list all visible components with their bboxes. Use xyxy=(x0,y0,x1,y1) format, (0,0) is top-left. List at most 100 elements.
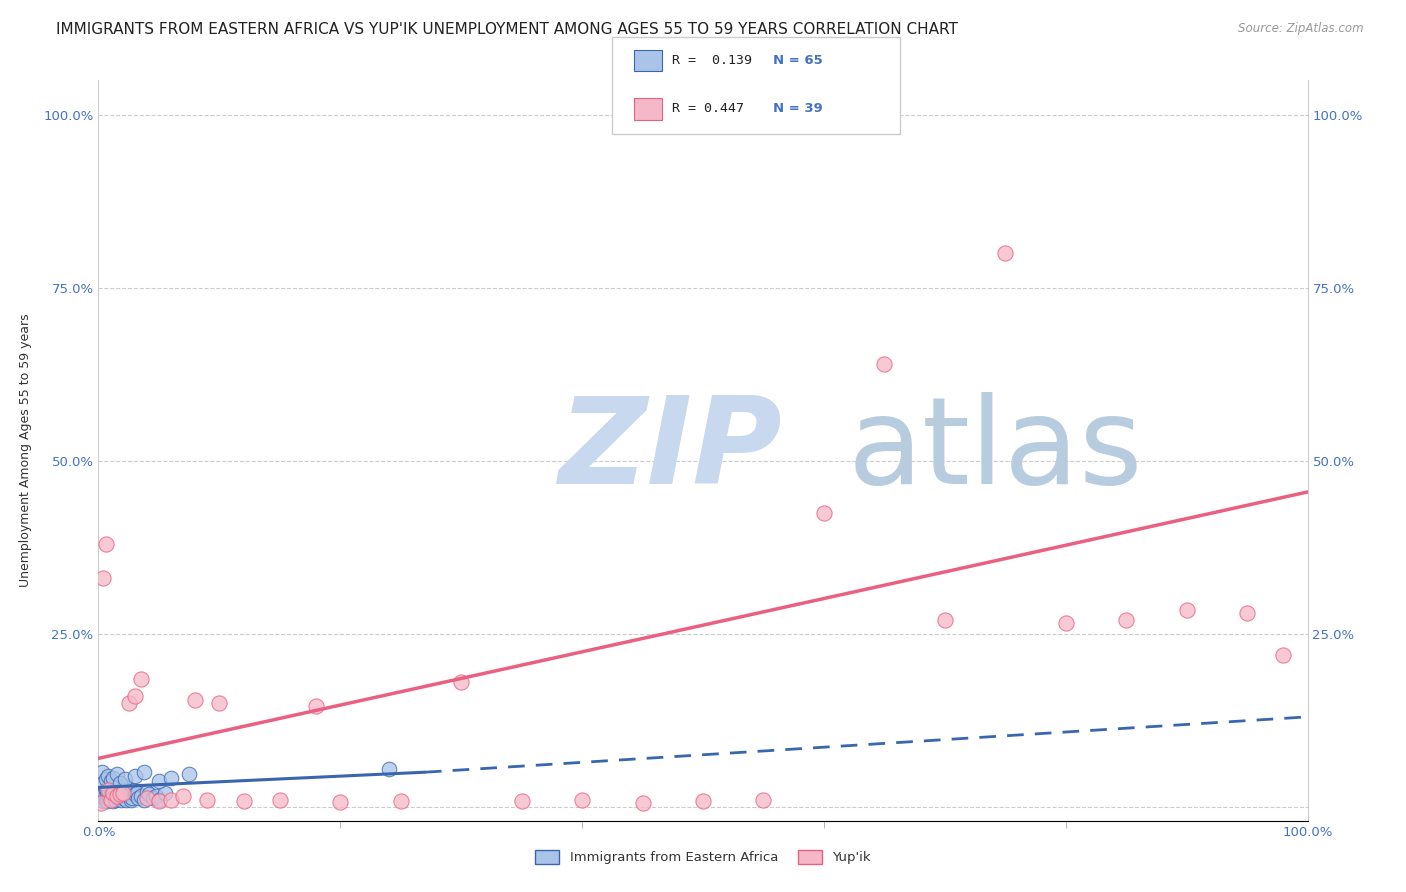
Point xyxy=(1054,616,1077,631)
Point xyxy=(148,793,170,807)
Point xyxy=(94,782,117,797)
Point xyxy=(115,793,138,807)
Point xyxy=(97,782,120,797)
Point xyxy=(329,795,352,809)
Point xyxy=(118,696,141,710)
Point xyxy=(105,782,128,797)
Point xyxy=(752,793,775,807)
Point xyxy=(129,672,152,686)
Point xyxy=(101,786,124,800)
Point xyxy=(100,773,122,788)
Point xyxy=(305,699,328,714)
Point xyxy=(100,793,122,807)
Point xyxy=(100,791,122,805)
Point xyxy=(104,793,127,807)
Point xyxy=(994,246,1017,260)
Point xyxy=(108,789,131,804)
Point xyxy=(450,675,472,690)
Point xyxy=(142,791,165,805)
Point xyxy=(103,779,125,793)
Point xyxy=(111,786,134,800)
Point xyxy=(108,788,131,802)
Point xyxy=(98,789,121,804)
Point xyxy=(510,794,533,808)
Point xyxy=(90,793,112,807)
Point xyxy=(107,791,129,805)
Point xyxy=(96,788,118,802)
Point xyxy=(103,789,125,804)
Point xyxy=(127,786,149,800)
Point xyxy=(153,786,176,800)
Point xyxy=(172,789,194,804)
Text: N = 39: N = 39 xyxy=(773,103,823,115)
Point xyxy=(111,779,134,793)
Point xyxy=(93,791,115,805)
Text: R =  0.139: R = 0.139 xyxy=(672,54,752,67)
Point xyxy=(108,786,131,800)
Point xyxy=(934,613,956,627)
Point xyxy=(389,794,412,808)
Point xyxy=(118,789,141,804)
Point xyxy=(105,788,128,802)
Point xyxy=(97,769,120,783)
Point xyxy=(148,773,170,788)
Point xyxy=(160,793,183,807)
Point xyxy=(105,766,128,780)
Point xyxy=(114,782,136,797)
Point xyxy=(118,786,141,800)
Point xyxy=(90,797,112,811)
Point xyxy=(91,789,114,804)
Point xyxy=(108,775,131,789)
Point xyxy=(100,788,122,802)
Point xyxy=(208,696,231,710)
Point xyxy=(124,788,146,802)
Point xyxy=(179,766,201,780)
Point xyxy=(120,793,142,807)
Point xyxy=(124,769,146,783)
Point xyxy=(93,786,115,800)
Point xyxy=(1115,613,1137,627)
Point xyxy=(94,793,117,807)
Point xyxy=(184,692,207,706)
Point xyxy=(97,791,120,805)
Point xyxy=(100,793,122,807)
Point xyxy=(813,506,835,520)
Point xyxy=(873,357,896,371)
Point xyxy=(122,782,145,797)
Point xyxy=(117,788,139,802)
Point xyxy=(135,784,157,798)
Point xyxy=(111,784,134,798)
Point xyxy=(110,793,132,807)
Point xyxy=(100,782,122,797)
Point xyxy=(98,784,121,798)
Point xyxy=(138,788,160,802)
Point xyxy=(135,791,157,805)
Point xyxy=(91,794,114,808)
Y-axis label: Unemployment Among Ages 55 to 59 years: Unemployment Among Ages 55 to 59 years xyxy=(20,314,32,587)
Point xyxy=(232,794,254,808)
Point xyxy=(692,794,714,808)
Point xyxy=(97,779,120,793)
Point xyxy=(1175,602,1198,616)
Text: IMMIGRANTS FROM EASTERN AFRICA VS YUP'IK UNEMPLOYMENT AMONG AGES 55 TO 59 YEARS : IMMIGRANTS FROM EASTERN AFRICA VS YUP'IK… xyxy=(56,22,957,37)
Point xyxy=(148,794,170,808)
Text: ZIP: ZIP xyxy=(558,392,782,509)
Point xyxy=(571,793,593,807)
Point xyxy=(105,789,128,804)
Point xyxy=(121,791,143,805)
Point xyxy=(134,765,156,780)
Point xyxy=(91,775,114,789)
Text: Source: ZipAtlas.com: Source: ZipAtlas.com xyxy=(1239,22,1364,36)
Point xyxy=(112,791,135,805)
Point xyxy=(124,689,146,703)
Point xyxy=(631,797,654,811)
Point xyxy=(1236,606,1258,620)
Point xyxy=(94,537,117,551)
Point xyxy=(96,794,118,808)
Point xyxy=(377,762,399,776)
Point xyxy=(1272,648,1295,662)
Legend: Immigrants from Eastern Africa, Yup'ik: Immigrants from Eastern Africa, Yup'ik xyxy=(530,845,876,870)
Point xyxy=(101,794,124,808)
Point xyxy=(160,771,183,785)
Text: N = 65: N = 65 xyxy=(773,54,823,67)
